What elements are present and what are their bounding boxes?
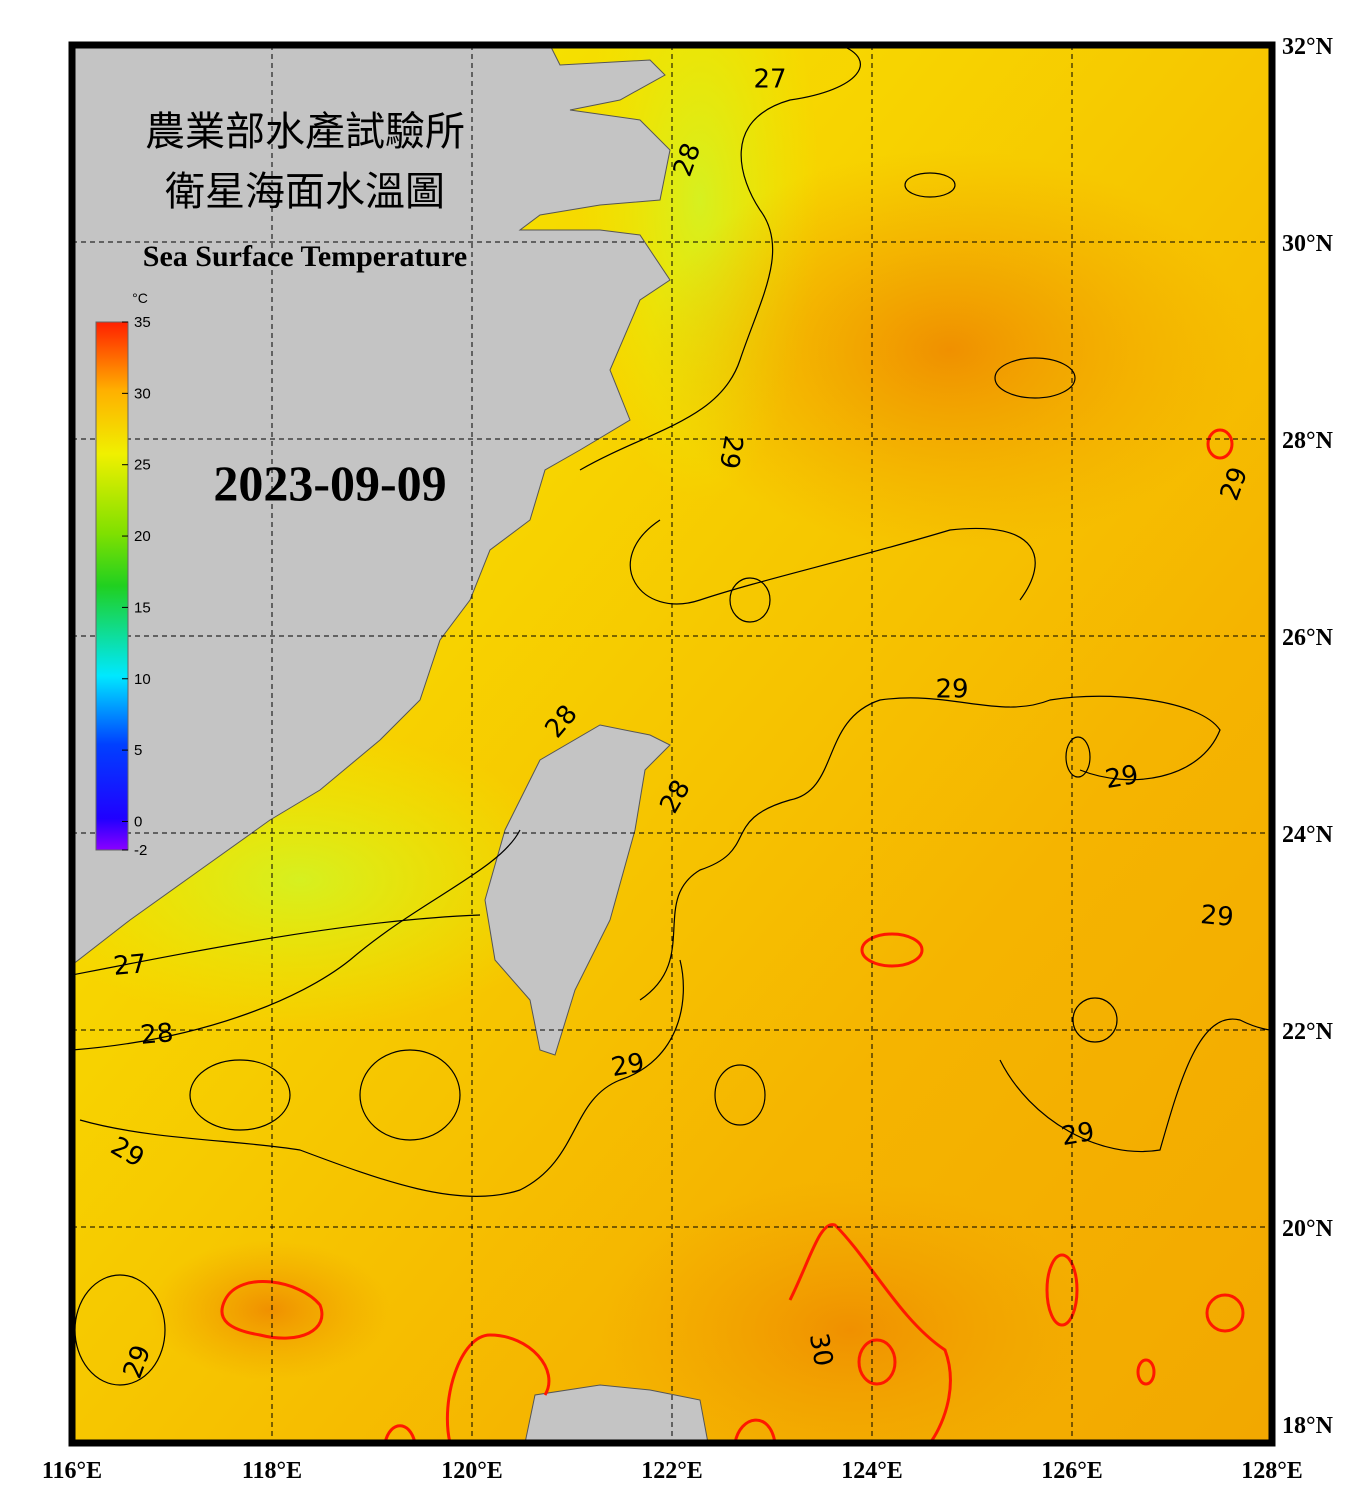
colorbar-tick-label: 10	[134, 671, 151, 688]
colorbar-ticks: 35 30 25 20 15 10 5 0 -2	[122, 314, 151, 859]
taiwan-land	[484, 724, 671, 1056]
contour-label: 30	[803, 1331, 838, 1369]
lat-label: 22°N	[1282, 1019, 1334, 1045]
colorbar-unit: °C	[132, 290, 148, 306]
lon-label: 126°E	[1041, 1458, 1103, 1484]
colorbar-tick-label: 30	[134, 385, 151, 402]
lon-label: 118°E	[242, 1458, 302, 1484]
lat-label: 30°N	[1282, 231, 1334, 257]
lon-label: 116°E	[42, 1458, 102, 1484]
lat-label: 20°N	[1282, 1216, 1334, 1242]
contour-label: 29	[609, 1048, 647, 1083]
lon-label: 120°E	[441, 1458, 503, 1484]
contours	[72, 45, 1272, 1386]
lat-label: 26°N	[1282, 625, 1334, 651]
contours-30	[220, 428, 1245, 1443]
colorbar-tick-label: 20	[134, 528, 151, 545]
contour-label: 27	[112, 949, 148, 982]
contour-label: 27	[753, 65, 786, 95]
lat-label: 32°N	[1282, 34, 1334, 60]
colorbar-tick-label: 35	[134, 314, 151, 331]
lon-label: 128°E	[1241, 1458, 1303, 1484]
contour-label: 29	[1199, 900, 1235, 933]
contour-label: 29	[1103, 760, 1141, 795]
colorbar-tick-label: 5	[134, 742, 142, 759]
lon-label: 122°E	[641, 1458, 703, 1484]
colorbar-tick-label: -2	[134, 842, 147, 859]
map-area	[72, 45, 1272, 1443]
warm-patch	[600, 1180, 1100, 1443]
colorbar-tick-label: 0	[134, 813, 142, 830]
title-zh-2: 衛星海面水溫圖	[165, 169, 445, 215]
colorbar-tick-label: 15	[134, 599, 151, 616]
graticule	[72, 45, 1272, 1443]
colorbar	[95, 321, 129, 851]
title-zh-1: 農業部水產試驗所	[145, 109, 465, 155]
colorbar-tick-label: 25	[134, 457, 151, 474]
title-en: Sea Surface Temperature	[143, 240, 467, 273]
warm-patch	[650, 150, 1250, 550]
lat-label: 24°N	[1282, 822, 1334, 848]
china-land	[72, 45, 671, 966]
contour-label: 29	[1059, 1117, 1097, 1152]
contour-label: 28	[139, 1018, 175, 1051]
warm-patch	[150, 1240, 390, 1380]
luzon-land	[524, 1384, 709, 1443]
date: 2023-09-09	[213, 455, 446, 511]
lon-label: 124°E	[841, 1458, 903, 1484]
lat-label: 28°N	[1282, 428, 1334, 454]
contour-label: 29	[713, 433, 748, 471]
map-frame	[68, 41, 1276, 1447]
contour-label: 29	[935, 675, 968, 705]
lat-label: 18°N	[1282, 1413, 1334, 1439]
